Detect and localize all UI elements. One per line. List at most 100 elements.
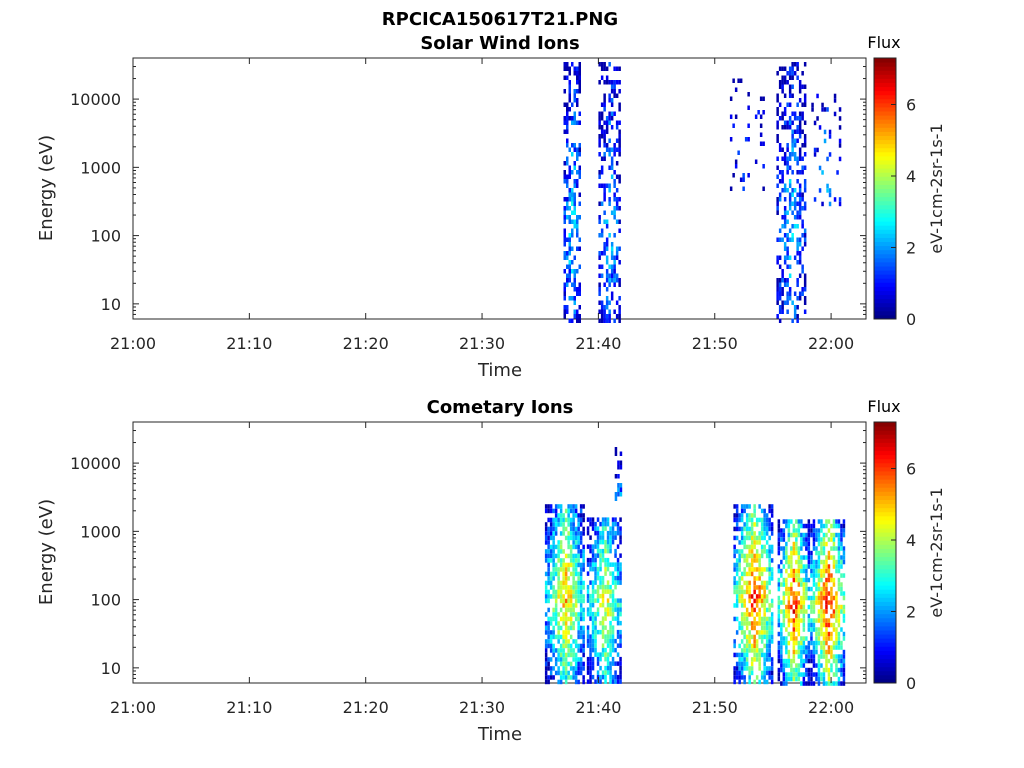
heatmap-cell (796, 116, 799, 121)
heatmap-cell (544, 630, 548, 635)
heatmap-cell (787, 604, 791, 610)
heatmap-cell (562, 652, 565, 658)
heatmap-cell (790, 631, 793, 637)
heatmap-cell (768, 567, 771, 572)
heatmap-cell (577, 630, 580, 635)
heatmap-cell (778, 291, 782, 296)
heatmap-cell (820, 631, 823, 637)
heatmap-cell (586, 557, 590, 563)
heatmap-cell (600, 170, 604, 175)
heatmap-cell (822, 609, 826, 614)
heatmap-cell (797, 613, 801, 619)
heatmap-cell (606, 580, 610, 585)
heatmap-cell (618, 278, 621, 283)
heatmap-cell (797, 609, 801, 614)
heatmap-cell (801, 111, 804, 116)
heatmap-cell (600, 300, 604, 305)
heatmap-cell (598, 233, 601, 238)
heatmap-cell (738, 657, 741, 662)
heatmap-cell (574, 594, 578, 599)
heatmap-cell (615, 197, 619, 202)
heatmap-cell (743, 544, 746, 550)
heatmap-cell (594, 638, 597, 644)
heatmap-cell (617, 487, 620, 492)
heatmap-cell (755, 675, 759, 680)
heatmap-cell (755, 643, 759, 649)
heatmap-cell (783, 215, 787, 220)
heatmap-cell (559, 522, 563, 527)
heatmap-cell (796, 156, 799, 161)
heatmap-cell (586, 638, 590, 644)
heatmap-cell (733, 526, 736, 532)
heatmap-cell (787, 519, 791, 524)
colorbar-segment (874, 229, 896, 234)
heatmap-cell (562, 616, 565, 622)
heatmap-cell (755, 535, 759, 541)
heatmap-cell (568, 98, 571, 103)
heatmap-cell (840, 559, 843, 565)
heatmap-cell (601, 625, 605, 630)
heatmap-cell (776, 300, 779, 305)
heatmap-cell (791, 111, 794, 116)
heatmap-cell (619, 602, 622, 608)
heatmap-cell (792, 546, 796, 551)
heatmap-cell (740, 531, 744, 536)
heatmap-cell (619, 634, 622, 639)
heatmap-cell (825, 555, 828, 560)
heatmap-cell (816, 93, 819, 99)
heatmap-cell (619, 580, 622, 585)
heatmap-cell (615, 278, 619, 283)
heatmap-cell (611, 607, 615, 612)
heatmap-cell (842, 613, 846, 619)
heatmap-cell (603, 107, 606, 112)
heatmap-cell (810, 667, 813, 673)
x-axis-label: Time (477, 360, 522, 381)
heatmap-cell (572, 639, 575, 644)
heatmap-cell (748, 594, 751, 599)
heatmap-cell (822, 537, 826, 542)
colorbar-segment (874, 123, 896, 128)
colorbar-segment (874, 106, 896, 112)
heatmap-cell (562, 643, 565, 649)
heatmap-cell (563, 282, 566, 287)
heatmap-cell (591, 584, 595, 590)
heatmap-cell (783, 93, 787, 98)
heatmap-cell (817, 636, 821, 641)
heatmap-cell (579, 630, 583, 635)
heatmap-cell (785, 541, 788, 547)
heatmap-cell (776, 255, 779, 260)
heatmap-cell (573, 224, 576, 229)
heatmap-cell (747, 173, 750, 178)
heatmap-cell (552, 571, 555, 577)
heatmap-cell (796, 192, 799, 197)
heatmap-cell (796, 179, 799, 184)
heatmap-cell (604, 634, 607, 639)
heatmap-cell (610, 161, 614, 166)
heatmap-cell (619, 460, 623, 465)
heatmap-cell (613, 215, 616, 220)
heatmap-cell (780, 645, 783, 650)
colorbar-segment (874, 621, 896, 627)
heatmap-cell (832, 627, 836, 632)
heatmap-cell (562, 517, 565, 523)
heatmap-cell (803, 98, 807, 103)
heatmap-cell (800, 595, 803, 601)
heatmap-cell (567, 531, 570, 536)
heatmap-cell (837, 568, 841, 574)
heatmap-cell (552, 643, 555, 649)
heatmap-cell (770, 504, 774, 509)
heatmap-cell (822, 595, 826, 601)
heatmap-cell (763, 675, 766, 680)
heatmap-cell (830, 681, 833, 686)
heatmap-cell (735, 670, 739, 676)
heatmap-cell (770, 675, 774, 680)
heatmap-cell (572, 603, 575, 608)
heatmap-cell (598, 282, 601, 287)
colorbar-segment (874, 544, 896, 549)
heatmap-cell (827, 658, 831, 664)
heatmap-cell (788, 116, 792, 121)
heatmap-cell (611, 589, 615, 594)
heatmap-cell (576, 318, 579, 323)
heatmap-cell (559, 625, 563, 631)
heatmap-cell (832, 658, 836, 664)
